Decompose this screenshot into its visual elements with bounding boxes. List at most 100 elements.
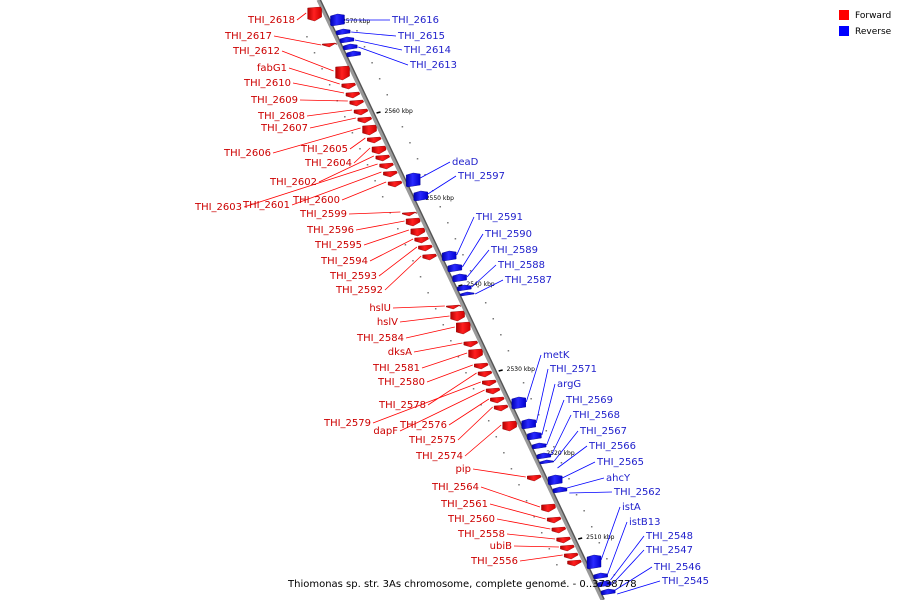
forward-gene-block	[418, 244, 433, 252]
forward-gene-label: hslV	[377, 317, 398, 328]
forward-gene-label: THI_2601	[242, 200, 290, 211]
minor-tick	[537, 414, 540, 416]
forward-gene-block	[341, 82, 356, 90]
reverse-leader-line	[610, 535, 645, 581]
reverse-gene-block	[441, 250, 457, 262]
forward-gene-block	[353, 108, 369, 116]
forward-leader-line	[292, 82, 345, 94]
forward-leader-line	[472, 468, 526, 478]
forward-leader-line	[392, 305, 445, 309]
minor-tick	[484, 302, 487, 304]
minor-tick	[366, 164, 369, 166]
forward-gene-block	[446, 304, 461, 310]
forward-gene-block	[563, 552, 579, 560]
reverse-gene-label: THI_2590	[484, 229, 532, 240]
forward-leader-line	[291, 171, 382, 206]
reverse-gene-block	[536, 452, 552, 460]
reverse-leader-line	[354, 39, 403, 51]
forward-leader-line	[349, 137, 366, 150]
reverse-gene-label: metK	[543, 350, 570, 361]
reverse-gene-block	[527, 431, 542, 441]
forward-leader-line	[318, 155, 375, 183]
forward-leader-line	[348, 211, 401, 215]
forward-gene-label: THI_2617	[224, 31, 272, 42]
minor-tick	[394, 110, 396, 112]
forward-leader-line	[489, 503, 546, 520]
forward-gene-block	[379, 162, 394, 170]
gene-labels: THI_2618 THI_2617 THI_2612 fabG1 THI_2610 THI…	[194, 15, 709, 587]
reverse-leader-line	[358, 46, 409, 66]
forward-gene-block	[410, 227, 426, 237]
reverse-leader-line	[466, 249, 490, 278]
legend: Forward Reverse	[839, 10, 892, 37]
reverse-leader-line	[615, 566, 653, 591]
forward-gene-block	[402, 211, 417, 217]
forward-gene-block	[456, 321, 471, 335]
forward-gene-label: THI_2609	[250, 95, 298, 106]
reverse-gene-block	[531, 442, 547, 450]
minor-tick	[522, 382, 525, 384]
minor-tick	[472, 388, 475, 390]
reverse-gene-label: THI_2565	[596, 457, 644, 468]
minor-tick	[363, 46, 366, 48]
minor-tick	[500, 334, 502, 336]
reverse-leader-line	[562, 461, 596, 479]
minor-tick	[465, 372, 467, 374]
forward-gene-label: THI_2578	[378, 400, 426, 411]
forward-gene-block	[345, 91, 361, 99]
forward-gene-label: THI_2592	[335, 285, 383, 296]
forward-gene-block	[383, 170, 398, 178]
forward-gene-label: THI_2603	[194, 202, 242, 213]
minor-tick	[553, 446, 555, 448]
reverse-gene-block	[335, 28, 351, 36]
forward-gene-block	[362, 124, 377, 136]
forward-gene-label: THI_2607	[260, 123, 308, 134]
label-leaders	[243, 12, 661, 595]
forward-gene-label: dksA	[388, 347, 412, 358]
forward-leader-line	[341, 181, 387, 201]
minor-tick	[313, 52, 316, 54]
forward-gene-label: THI_2608	[257, 111, 305, 122]
forward-gene-block	[541, 503, 556, 513]
forward-leader-line	[372, 381, 481, 424]
forward-leader-line	[369, 238, 414, 262]
reverse-leader-line	[551, 414, 572, 456]
minor-tick	[356, 30, 358, 32]
forward-gene-block	[468, 348, 483, 360]
forward-gene-label: ubiB	[490, 541, 512, 552]
forward-gene-block	[387, 180, 403, 188]
forward-gene-block	[405, 217, 421, 227]
reverse-gene-block	[601, 588, 616, 596]
minor-tick	[386, 94, 388, 96]
minor-tick	[495, 436, 498, 438]
forward-leader-line	[273, 35, 322, 46]
forward-gene-label: fabG1	[257, 63, 287, 74]
reverse-gene-block	[511, 396, 526, 410]
forward-leader-line	[519, 554, 563, 562]
reverse-gene-label: THI_2591	[475, 212, 523, 223]
minor-tick	[401, 126, 404, 128]
forward-leader-line	[299, 99, 348, 102]
reverse-gene-block	[339, 36, 355, 44]
minor-tick	[492, 318, 495, 320]
minor-tick	[507, 350, 510, 352]
forward-gene-label: THI_2618	[247, 15, 295, 26]
reverse-gene-block	[457, 284, 472, 292]
forward-gene-block	[371, 145, 387, 155]
forward-leader-line	[355, 220, 405, 231]
forward-gene-block	[357, 116, 373, 124]
tick-label: 2510 kbp	[586, 534, 614, 541]
reverse-gene-label: THI_2562	[613, 487, 661, 498]
forward-gene-block	[463, 340, 479, 348]
minor-tick	[374, 180, 376, 182]
reverse-gene-label: istA	[622, 502, 641, 513]
forward-leader-line	[480, 486, 541, 508]
reverse-leader-line	[351, 31, 397, 37]
tick-mark	[577, 537, 583, 540]
minor-tick	[606, 558, 608, 560]
reverse-leader-line	[471, 264, 497, 288]
reverse-gene-label: THI_2587	[504, 275, 552, 286]
minor-tick	[457, 356, 460, 358]
gene-features	[307, 6, 616, 596]
